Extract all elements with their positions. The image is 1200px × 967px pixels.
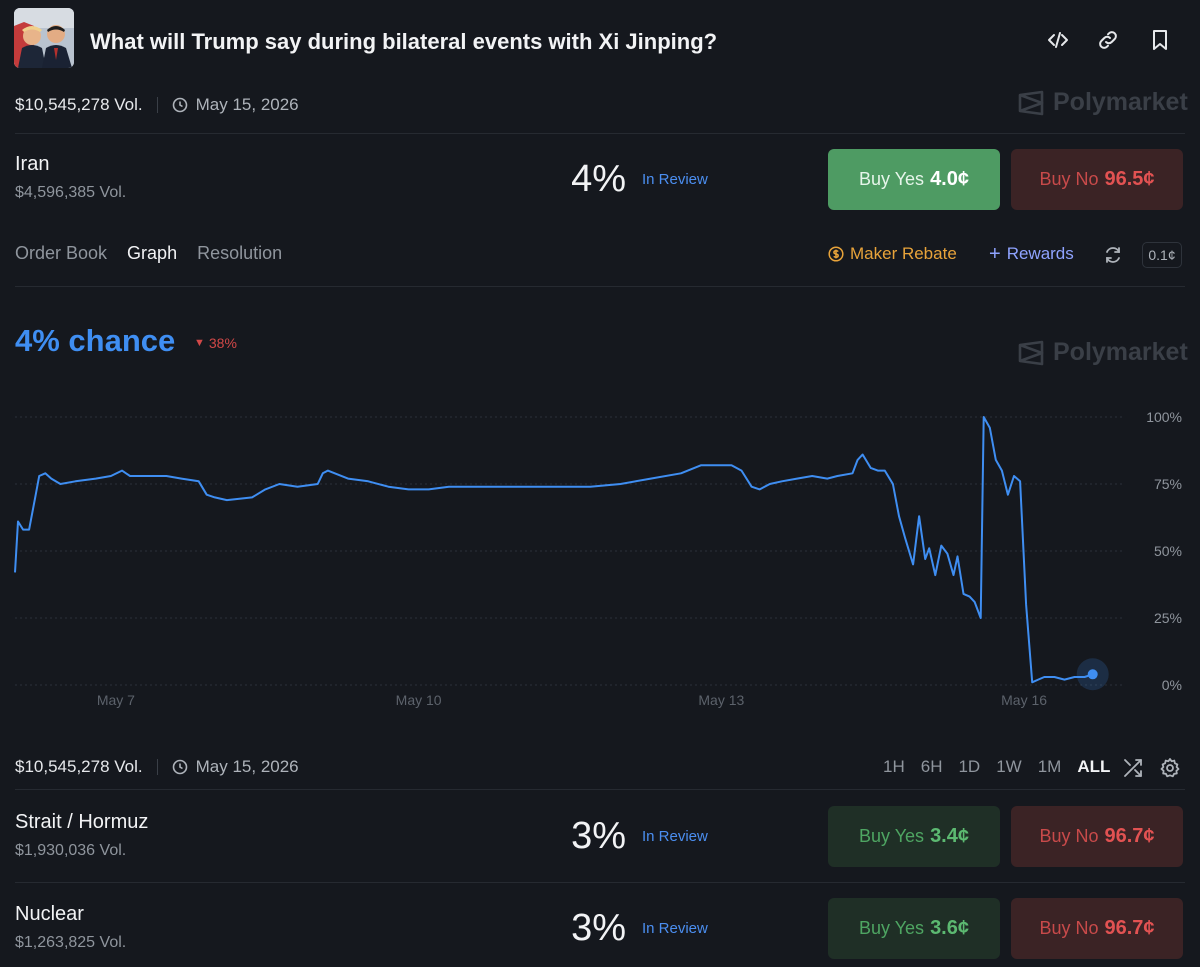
event-thumbnail	[14, 8, 74, 68]
buy-no-button[interactable]: Buy No 96.7¢	[1011, 806, 1183, 867]
buy-yes-label: Buy Yes	[859, 169, 925, 189]
market-status: In Review	[642, 828, 708, 845]
rewards-label: Rewards	[1006, 244, 1074, 263]
buy-yes-price: 3.4¢	[930, 825, 969, 847]
y-tick-label: 0%	[1162, 677, 1182, 693]
event-volume: $10,545,278 Vol.	[15, 95, 143, 114]
rewards-link[interactable]: + Rewards	[989, 244, 1074, 264]
footer-volume: $10,545,278 Vol.	[15, 757, 143, 776]
x-tick-label: May 16	[1001, 692, 1047, 708]
buy-yes-price: 3.6¢	[930, 917, 969, 939]
meta-divider	[156, 759, 158, 775]
buy-no-button[interactable]: Buy No 96.7¢	[1011, 898, 1183, 959]
market-percent: 3%	[571, 907, 626, 949]
market-name: Iran	[15, 153, 50, 175]
range-1m[interactable]: 1M	[1037, 757, 1062, 776]
polymarket-wordmark: Polymarket	[1053, 338, 1188, 366]
polymarket-logo-icon	[1018, 340, 1044, 365]
buy-no-label: Buy No	[1039, 918, 1099, 938]
tab-order-book[interactable]: Order Book	[15, 243, 108, 263]
buy-yes-button[interactable]: Buy Yes 3.6¢	[828, 898, 1000, 959]
maker-rebate-link[interactable]: Maker Rebate	[828, 244, 957, 264]
coin-icon	[828, 246, 844, 262]
divider	[15, 882, 1185, 883]
copy-link-icon[interactable]	[1095, 27, 1121, 53]
event-date: May 15, 2026	[172, 95, 299, 115]
buy-yes-label: Buy Yes	[859, 918, 925, 938]
shuffle-icon[interactable]	[1121, 756, 1145, 780]
range-all[interactable]: ALL	[1077, 757, 1111, 776]
buy-yes-label: Buy Yes	[859, 826, 925, 846]
market-percent: 3%	[571, 815, 626, 857]
range-1h[interactable]: 1H	[883, 757, 905, 776]
market-status: In Review	[642, 920, 708, 937]
event-meta: $10,545,278 Vol. May 15, 2026	[15, 94, 299, 116]
x-tick-label: May 7	[97, 692, 135, 708]
meta-divider	[156, 97, 158, 113]
event-title: What will Trump say during bilateral eve…	[90, 29, 718, 54]
clock-icon	[172, 97, 187, 113]
buy-no-price: 96.5¢	[1104, 168, 1155, 190]
maker-rebate-label: Maker Rebate	[850, 244, 957, 263]
change-indicator: ▼ 38%	[194, 335, 237, 351]
polymarket-watermark: Polymarket	[1017, 88, 1188, 117]
buy-no-label: Buy No	[1039, 169, 1099, 189]
buy-no-button[interactable]: Buy No 96.5¢	[1011, 149, 1183, 210]
footer-meta: $10,545,278 Vol. May 15, 2026	[15, 756, 299, 778]
x-tick-label: May 13	[698, 692, 744, 708]
buy-no-price: 96.7¢	[1104, 825, 1155, 847]
market-name: Nuclear	[15, 903, 84, 925]
polymarket-wordmark: Polymarket	[1053, 88, 1188, 116]
plus-icon: +	[989, 243, 1001, 265]
series-line	[14, 416, 1094, 684]
event-date-text: May 15, 2026	[195, 95, 299, 114]
y-tick-label: 100%	[1146, 409, 1182, 425]
market-volume: $1,263,825 Vol.	[15, 934, 127, 951]
embed-code-icon[interactable]	[1045, 27, 1071, 53]
change-value: 38%	[208, 335, 237, 351]
buy-yes-button[interactable]: Buy Yes 3.4¢	[828, 806, 1000, 867]
y-tick-label: 25%	[1154, 610, 1182, 626]
y-tick-label: 75%	[1154, 476, 1182, 492]
clock-icon	[172, 759, 187, 775]
polymarket-logo-icon	[1018, 90, 1044, 115]
settings-gear-icon[interactable]	[1158, 756, 1182, 780]
price-chart[interactable]: 100% 75% 50% 25% 0% May 7 May 10 May 13 May 16	[0, 395, 1200, 720]
down-triangle-icon: ▼	[194, 337, 205, 349]
tab-resolution[interactable]: Resolution	[197, 243, 283, 263]
current-point	[1087, 669, 1098, 680]
buy-yes-price: 4.0¢	[930, 168, 969, 190]
x-tick-label: May 10	[396, 692, 442, 708]
market-volume: $1,930,036 Vol.	[15, 842, 127, 859]
refresh-icon[interactable]	[1102, 244, 1124, 266]
footer-date: May 15, 2026	[172, 757, 299, 777]
buy-no-price: 96.7¢	[1104, 917, 1155, 939]
market-volume: $4,596,385 Vol.	[15, 184, 127, 201]
polymarket-watermark: Polymarket	[1017, 338, 1188, 367]
market-status: In Review	[642, 171, 708, 188]
range-1d[interactable]: 1D	[958, 757, 981, 776]
bookmark-icon[interactable]	[1147, 27, 1173, 53]
market-name: Strait / Hormuz	[15, 811, 149, 833]
y-tick-label: 50%	[1154, 543, 1182, 559]
buy-yes-button[interactable]: Buy Yes 4.0¢	[828, 149, 1000, 210]
buy-no-label: Buy No	[1039, 826, 1099, 846]
range-6h[interactable]: 6H	[920, 757, 943, 776]
divider	[15, 789, 1185, 790]
time-range-selector: 1H 6H 1D 1W 1M ALL	[883, 757, 1126, 777]
market-percent: 4%	[571, 158, 626, 200]
event-header: What will Trump say during bilateral eve…	[0, 0, 1200, 84]
divider	[15, 286, 1185, 287]
spread-badge[interactable]: 0.1¢	[1142, 242, 1182, 268]
chance-headline: 4% chance	[15, 323, 176, 358]
market-tabs: Order Book Graph Resolution	[15, 243, 302, 264]
divider	[15, 133, 1185, 134]
range-1w[interactable]: 1W	[996, 757, 1022, 776]
footer-date-text: May 15, 2026	[195, 757, 299, 776]
tab-graph[interactable]: Graph	[127, 243, 178, 263]
